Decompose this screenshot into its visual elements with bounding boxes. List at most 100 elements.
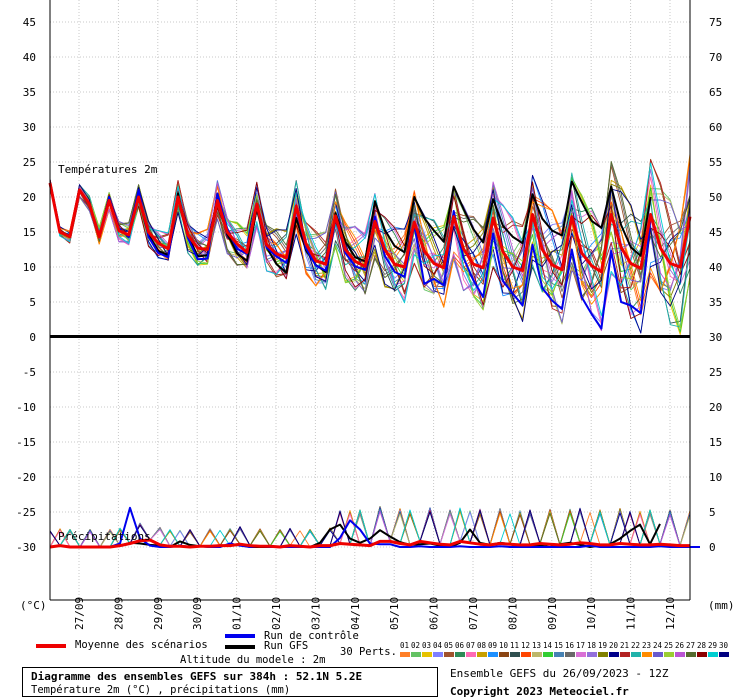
x-tick-label: 07/10 [467,597,480,630]
right-unit-label: (mm) [708,599,735,612]
pert-legend-swatch [664,652,674,657]
x-tick-label: 01/10 [231,597,244,630]
mean-legend-label: Moyenne des scénarios [75,639,208,651]
pert-legend-swatch [499,652,509,657]
x-tick-label: 27/09 [73,597,86,630]
left-tick-label: -5 [23,366,36,379]
pert-legend-swatch [609,652,619,657]
panel-separator [50,335,690,338]
x-tick-label: 11/10 [625,597,638,630]
series-precip-line [49,538,690,549]
pert-legend-number: 13 [532,641,542,650]
pert-legend-swatch [400,652,410,657]
grid-layer [50,0,690,600]
left-unit-label: (°C) [20,599,47,612]
pert-legend-swatch [631,652,641,657]
right-tick-label: 40 [709,261,722,274]
main-series [48,180,700,549]
pert-legend-swatch [598,652,608,657]
pert-legend-number: 24 [653,641,663,650]
perturbation-temp-line [49,170,691,332]
pert-legend-swatch [433,652,443,657]
pert-legend-swatch [686,652,696,657]
x-tick-label: 02/10 [270,597,283,630]
pert-legend-number: 17 [576,641,586,650]
pert-legend-swatch [477,652,487,657]
pert-legend-number: 15 [554,641,564,650]
x-tick-label: 08/10 [506,597,519,630]
series-temp-line [48,182,692,274]
pert-legend-swatch [675,652,685,657]
left-tick-label: 5 [29,296,36,309]
pert-legend-swatch [620,652,630,657]
pert-legend-number: 28 [697,641,707,650]
control-legend-swatch [225,634,255,638]
pert-legend-number: 14 [543,641,553,650]
right-tick-label: 30 [709,331,722,344]
left-tick-label: 30 [23,121,36,134]
copyright-label: Copyright 2023 Meteociel.fr [450,685,629,698]
series-temp-line [49,182,652,330]
perturbation-temp-line [49,162,691,317]
pert-legend-number: 26 [675,641,685,650]
right-tick-label: 5 [709,506,716,519]
x-tick-label: 05/10 [388,597,401,630]
pert-legend-swatch [521,652,531,657]
x-tick-label: 03/10 [309,597,322,630]
perturbation-temp-line [49,184,691,323]
pert-legend-swatch [510,652,520,657]
pert-legend-number: 16 [565,641,575,650]
control-legend-label: Run de contrôle [264,630,359,642]
x-tick-label: 29/09 [152,597,165,630]
chart-subtitle: Température 2m (°C) , précipitations (mm… [31,684,291,696]
left-tick-label: 10 [23,261,36,274]
ensemble-run-label: Ensemble GEFS du 26/09/2023 - 12Z [450,667,669,680]
pert-legend-number: 20 [609,641,619,650]
right-tick-label: 70 [709,51,722,64]
pert-legend-number: 10 [499,641,509,650]
pert-legend-number: 22 [631,641,641,650]
x-tick-label: 04/10 [349,597,362,630]
pert-legend-swatch [576,652,586,657]
pert-legend-swatch [642,652,652,657]
left-tick-label: -30 [16,541,36,554]
left-tick-label: -10 [16,401,36,414]
right-tick-label: 0 [709,541,716,554]
right-tick-label: 35 [709,296,722,309]
pert-legend-swatch [653,652,663,657]
perturbation-series [49,153,691,548]
pert-legend-number: 18 [587,641,597,650]
pert-legend-number: 23 [642,641,652,650]
x-tick-label: 06/10 [428,597,441,630]
right-tick-label: 15 [709,436,722,449]
chart-title: Diagramme des ensembles GEFS sur 384h : … [31,670,363,683]
gfs-legend-swatch [225,645,255,649]
pert-legend-number: 05 [444,641,454,650]
pert-legend-number: 29 [708,641,718,650]
left-tick-label: 35 [23,86,36,99]
pert-legend-swatch [455,652,465,657]
left-tick-label: 20 [23,191,36,204]
pert-legend-swatch [411,652,421,657]
pert-legend-number: 06 [455,641,465,650]
right-tick-label: 25 [709,366,722,379]
pert-legend-number: 30 [719,641,729,650]
x-tick-label: 28/09 [112,597,125,630]
right-tick-label: 75 [709,16,722,29]
perturbation-temp-line [49,174,691,334]
left-tick-label: 40 [23,51,36,64]
left-tick-label: -15 [16,436,36,449]
pert-legend-number: 03 [422,641,432,650]
pert-legend-swatch [466,652,476,657]
right-tick-label: 50 [709,191,722,204]
x-tick-label: 10/10 [585,597,598,630]
pert-legend-swatch [697,652,707,657]
pert-legend-number: 25 [664,641,674,650]
pert-legend-number: 11 [510,641,520,650]
pert-legend-number: 08 [477,641,487,650]
left-tick-label: -20 [16,471,36,484]
left-tick-label: 45 [23,16,36,29]
pert-legend-swatch [708,652,718,657]
right-tick-label: 20 [709,401,722,414]
